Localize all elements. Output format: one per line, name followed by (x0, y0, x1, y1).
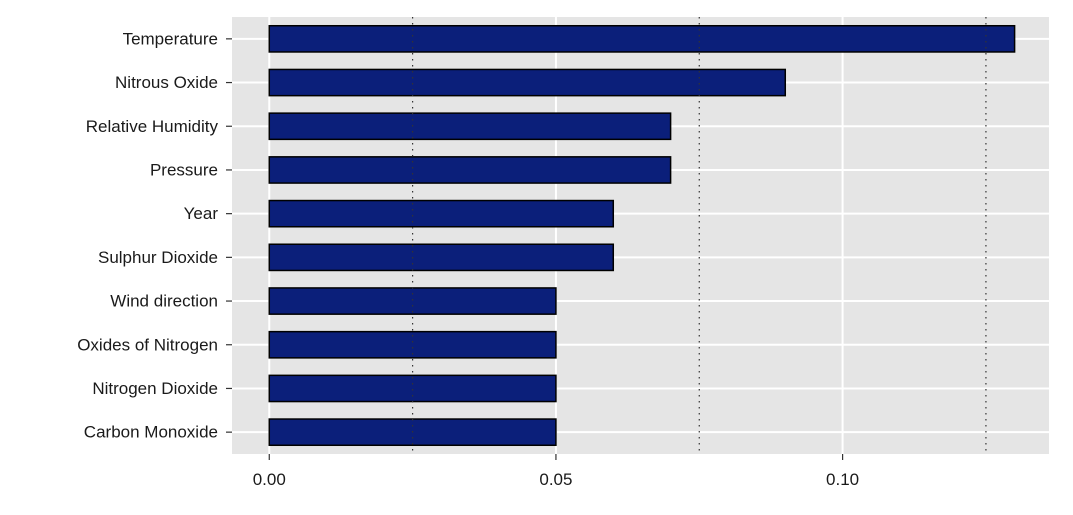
x-tick-label: 0.05 (539, 470, 572, 489)
y-tick-label: Nitrous Oxide (115, 73, 218, 92)
y-tick-label: Relative Humidity (86, 117, 219, 136)
bar (268, 24, 1016, 53)
axes: Temperature Nitrous Oxide Relative Humidit… (77, 29, 859, 489)
bar (268, 287, 557, 315)
y-tick-label: Wind direction (110, 292, 218, 311)
reference-lines (412, 17, 987, 454)
x-tick-label: 0.00 (253, 470, 286, 489)
bars (268, 24, 1016, 447)
y-tick-label: Oxides of Nitrogen (77, 335, 218, 354)
bar (268, 68, 787, 97)
bar (268, 199, 615, 228)
y-tick-label: Carbon Monoxide (84, 423, 218, 442)
y-tick-label: Year (184, 204, 219, 223)
x-tick-label: 0.10 (826, 470, 859, 489)
y-tick-label: Pressure (150, 160, 218, 179)
y-tick-label: Sulphur Dioxide (98, 248, 218, 267)
bar (268, 243, 615, 272)
bar (268, 374, 557, 403)
bar (268, 112, 672, 141)
bar (268, 156, 672, 184)
y-tick-label: Temperature (123, 29, 218, 48)
y-tick-label: Nitrogen Dioxide (92, 379, 218, 398)
